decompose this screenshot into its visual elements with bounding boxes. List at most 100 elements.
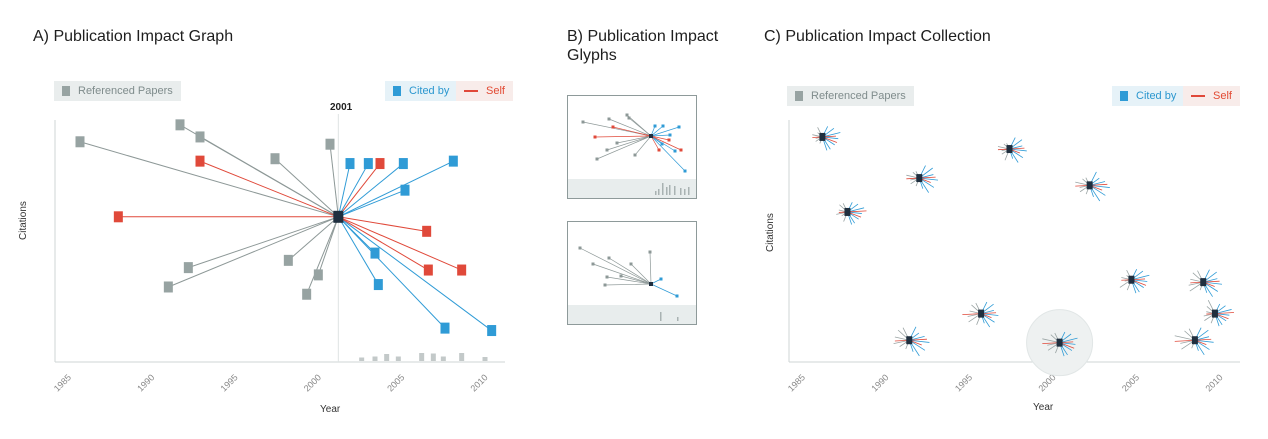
glyph-edge-1 xyxy=(608,118,652,137)
glyph-edge-1 xyxy=(616,135,652,144)
citation-count-bar xyxy=(430,353,436,361)
glyph-edge-1 xyxy=(650,135,660,151)
reference-edge xyxy=(329,144,339,217)
glyph-edge-2 xyxy=(620,275,652,285)
citing-paper-node xyxy=(398,158,408,170)
self-citation-edge xyxy=(338,216,427,232)
glyph-node-1 xyxy=(615,141,619,145)
panel-a-tick-label: 2005 xyxy=(385,372,406,393)
glyph-node-1 xyxy=(593,135,597,139)
reference-edge xyxy=(168,216,339,288)
legend-referenced-papers-c[interactable]: Referenced Papers xyxy=(787,86,914,106)
self-citation-node xyxy=(423,264,433,276)
collection-glyph-spoke xyxy=(962,313,982,316)
citation-edge xyxy=(338,216,492,331)
glyph-edge-2 xyxy=(649,251,652,285)
panel-a-tick-label: 1995 xyxy=(219,372,240,393)
collection-glyph-node xyxy=(906,336,913,345)
legend-cited-label-c: Cited by xyxy=(1136,90,1177,102)
referenced-swatch-icon xyxy=(795,91,803,101)
glyph-edge-2 xyxy=(606,276,652,285)
self-citation-edge xyxy=(338,216,429,271)
referenced-paper-node xyxy=(195,131,205,143)
citing-paper-node xyxy=(345,158,355,170)
self-citation-node xyxy=(113,211,123,223)
legend-cited-label-a: Cited by xyxy=(409,85,450,97)
citing-paper-node xyxy=(440,322,450,334)
glyph-node-1 xyxy=(627,116,631,120)
legend-cited-by-c[interactable]: Cited by xyxy=(1112,86,1185,106)
collection-glyph-spoke xyxy=(1203,281,1223,285)
glyph-node-1 xyxy=(667,138,671,142)
collection-glyph-spoke xyxy=(1089,184,1110,188)
citation-count-bar xyxy=(419,353,425,361)
glyph-bar-1 xyxy=(669,185,671,195)
glyph-node-2 xyxy=(675,294,679,298)
glyph-node-1 xyxy=(661,124,665,128)
referenced-swatch-icon xyxy=(62,86,70,96)
glyph-node-2 xyxy=(659,277,663,281)
self-citation-edge xyxy=(338,216,462,271)
collection-glyph-node xyxy=(1128,275,1135,284)
glyph-node-2 xyxy=(605,275,609,279)
citation-count-bar xyxy=(372,356,378,361)
panel-c-tick-label: 1985 xyxy=(786,372,807,393)
glyph-bar-1 xyxy=(662,183,664,195)
referenced-paper-node xyxy=(163,281,173,293)
glyph-edge-1 xyxy=(606,135,652,151)
legend-cited-by-a[interactable]: Cited by xyxy=(385,81,458,101)
collection-glyph-spoke xyxy=(909,339,930,343)
glyph-node-1 xyxy=(657,148,661,152)
panel-c-tick-label: 2005 xyxy=(1120,372,1141,393)
glyph-edge-2 xyxy=(579,247,652,285)
citation-edge xyxy=(338,189,406,218)
panel-b-title-line2: Glyphs xyxy=(567,47,617,64)
glyph-bar-1 xyxy=(688,187,690,195)
glyph-edge-1 xyxy=(596,135,652,160)
panel-a-tick-label: 1990 xyxy=(135,372,156,393)
glyph-node-1 xyxy=(633,153,637,157)
panel-c-title: C) Publication Impact Collection xyxy=(764,28,991,45)
glyph-card-1[interactable] xyxy=(567,95,697,199)
reference-edge xyxy=(288,216,339,261)
citing-paper-node xyxy=(373,279,383,291)
glyph-focal-node-2 xyxy=(649,282,653,286)
glyph-card-1-footer xyxy=(568,179,696,198)
legend-referenced-papers-a[interactable]: Referenced Papers xyxy=(54,81,181,101)
collection-glyph-node xyxy=(819,132,826,141)
citation-edge xyxy=(337,216,379,285)
citation-count-bar xyxy=(359,357,365,361)
collection-glyph-spoke xyxy=(1174,339,1195,342)
glyph-edge-2 xyxy=(630,263,652,285)
glyph-edge-1 xyxy=(634,135,652,156)
glyph-bar-2 xyxy=(677,317,679,321)
referenced-paper-node xyxy=(75,136,85,148)
glyph-edge-1 xyxy=(650,135,686,172)
glyph-node-1 xyxy=(595,157,599,161)
glyph-node-1 xyxy=(673,149,677,153)
self-citation-edge xyxy=(337,163,381,218)
glyph-node-1 xyxy=(683,169,687,173)
legend-self-a[interactable]: Self xyxy=(456,81,513,101)
glyph-bar-1 xyxy=(684,189,686,195)
reference-edge xyxy=(79,141,339,218)
panel-a-tick-label: 1985 xyxy=(52,372,73,393)
glyph-card-2[interactable] xyxy=(567,221,697,325)
referenced-paper-node xyxy=(270,153,280,165)
panel-c-tick-label: 1995 xyxy=(953,372,974,393)
reference-edge xyxy=(274,158,339,218)
reference-edge xyxy=(188,216,339,269)
referenced-paper-node xyxy=(325,138,335,150)
legend-self-c[interactable]: Self xyxy=(1183,86,1240,106)
collection-glyph-node xyxy=(1056,338,1063,347)
glyph-node-2 xyxy=(607,256,611,260)
panel-c-tick-label: 1990 xyxy=(869,372,890,393)
legend-self-label-a: Self xyxy=(486,85,505,97)
focal-paper-node xyxy=(333,210,344,223)
glyph-bar-1 xyxy=(680,188,682,195)
citation-count-bar xyxy=(440,356,446,361)
collection-glyph-node xyxy=(844,207,851,216)
panel-c-xlabel: Year xyxy=(1033,402,1054,413)
referenced-paper-node xyxy=(175,119,185,131)
glyph-node-2 xyxy=(578,246,582,250)
